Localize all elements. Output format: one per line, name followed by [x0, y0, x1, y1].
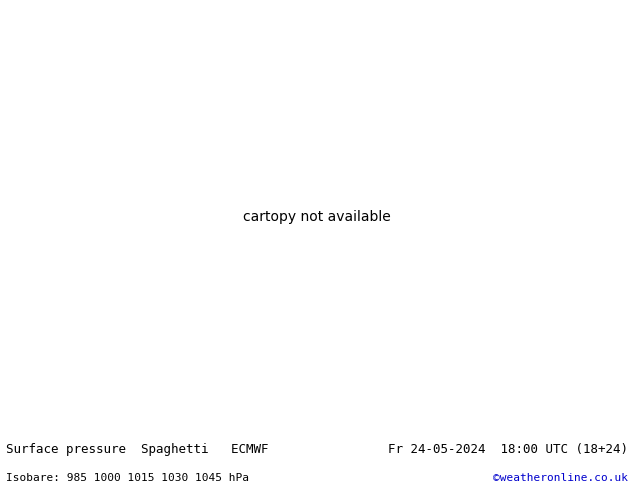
Text: Isobare: 985 1000 1015 1030 1045 hPa: Isobare: 985 1000 1015 1030 1045 hPa	[6, 472, 249, 483]
Text: Surface pressure  Spaghetti   ECMWF: Surface pressure Spaghetti ECMWF	[6, 443, 269, 456]
Text: Fr 24-05-2024  18:00 UTC (18+24): Fr 24-05-2024 18:00 UTC (18+24)	[387, 443, 628, 456]
Text: cartopy not available: cartopy not available	[243, 210, 391, 224]
Text: ©weatheronline.co.uk: ©weatheronline.co.uk	[493, 472, 628, 483]
